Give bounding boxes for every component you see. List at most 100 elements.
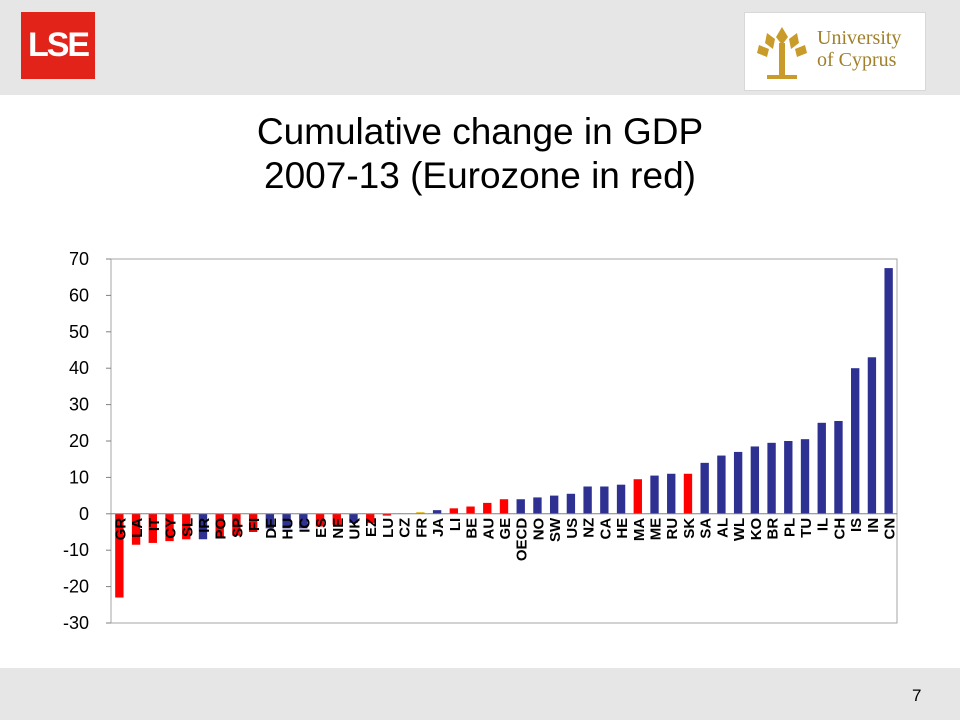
x-tick-label: CZ	[397, 518, 414, 538]
x-tick-label: IN	[865, 518, 882, 533]
slide-title: Cumulative change in GDP 2007-13 (Eurozo…	[0, 110, 960, 198]
bar-oecd	[516, 499, 525, 514]
x-tick-label: BE	[464, 518, 481, 539]
bar-it	[148, 513, 157, 543]
y-tick-label: 30	[69, 395, 89, 415]
bar-be	[466, 506, 475, 514]
bar-gr	[115, 513, 124, 598]
bar-fi	[248, 513, 258, 532]
bar-me	[650, 475, 659, 514]
bar-cy	[165, 513, 174, 542]
x-tick-label: FR	[413, 518, 430, 538]
x-tick-label: TU	[798, 518, 815, 538]
x-tick-label: LU	[380, 518, 397, 538]
y-tick-label: 10	[69, 467, 89, 487]
x-tick-label: NE	[330, 518, 347, 539]
bar-nz	[583, 486, 592, 514]
x-tick-label: CY	[163, 518, 180, 539]
x-tick-label: SL	[179, 518, 196, 537]
y-tick-label: 0	[79, 504, 89, 524]
x-tick-label: UK	[346, 518, 363, 540]
x-tick-label: AL	[714, 518, 731, 538]
x-tick-label: LA	[129, 518, 146, 538]
university-of-cyprus-logo: University of Cyprus	[744, 12, 926, 91]
page-number: 7	[912, 686, 922, 705]
ucy-logo-line2: of Cyprus	[817, 49, 897, 71]
x-tick-label: ME	[648, 518, 665, 541]
bar-au	[483, 502, 492, 514]
bar-ja	[432, 510, 442, 514]
bar-ic	[299, 513, 308, 529]
bar-sp	[232, 513, 241, 536]
bar-ge	[499, 499, 509, 514]
bar-is	[851, 368, 860, 514]
x-tick-label: NZ	[581, 518, 598, 538]
bar-ru	[667, 473, 676, 514]
cyprus-tree-icon	[757, 27, 807, 79]
x-tick-label: NO	[530, 517, 547, 540]
bar-al	[717, 455, 726, 514]
x-tick-label: LI	[447, 518, 464, 531]
x-tick-label: GR	[112, 518, 129, 541]
x-tick-label: SP	[229, 518, 246, 538]
y-tick-label: -10	[63, 540, 89, 560]
bar-hu	[282, 513, 291, 529]
x-tick-label: SK	[681, 518, 698, 539]
x-tick-label: JA	[430, 518, 447, 537]
x-tick-label: CN	[882, 518, 899, 540]
x-tick-label: ES	[313, 518, 330, 538]
x-tick-label: DE	[263, 518, 280, 539]
bar-ca	[600, 486, 609, 514]
x-tick-label: IL	[815, 518, 832, 531]
bar-es	[315, 513, 325, 527]
x-tick-label: BR	[765, 518, 782, 540]
bar-uk	[349, 513, 358, 523]
bar-ch	[834, 420, 843, 514]
bar-he	[616, 484, 626, 514]
bar-de	[265, 513, 275, 529]
x-tick-label: SA	[698, 518, 715, 539]
bar-tu	[800, 439, 810, 514]
y-tick-label: 20	[69, 431, 89, 451]
x-tick-label: RU	[664, 518, 681, 540]
x-tick-label: PL	[781, 518, 798, 537]
x-tick-label: GE	[497, 518, 514, 540]
bar-br	[767, 442, 776, 514]
bar-li	[449, 508, 459, 514]
lse-logo: LSE	[21, 12, 95, 79]
bar-ez	[366, 513, 375, 523]
x-tick-label: IS	[848, 518, 865, 532]
bar-sa	[700, 462, 709, 514]
bar-ne	[332, 513, 341, 525]
y-tick-label: -20	[63, 577, 89, 597]
x-tick-label: CA	[597, 518, 614, 540]
bar-lu	[382, 513, 392, 516]
bar-il	[817, 422, 826, 514]
x-tick-label: SW	[547, 517, 564, 542]
bar-ir	[198, 513, 208, 540]
bar-fr	[416, 511, 425, 514]
ucy-logo-text: University of Cyprus	[817, 27, 901, 71]
y-tick-label: 50	[69, 322, 89, 342]
x-tick-label: MA	[631, 518, 648, 541]
bar-wl	[733, 451, 743, 514]
bar-sl	[182, 513, 191, 540]
ucy-logo-line1: University	[817, 27, 902, 49]
x-tick-label: WL	[731, 518, 748, 541]
x-tick-label: CH	[831, 518, 848, 540]
x-tick-label: IT	[146, 518, 163, 531]
bar-cn	[884, 268, 893, 514]
slide-title-line1: Cumulative change in GDP	[256, 111, 704, 152]
x-tick-label: HU	[280, 518, 297, 540]
x-tick-label: US	[564, 518, 581, 539]
bar-po	[215, 513, 224, 538]
x-tick-label: PO	[213, 517, 230, 539]
y-tick-label: 70	[69, 249, 89, 269]
y-tick-label: 40	[69, 358, 89, 378]
bar-in	[867, 357, 877, 514]
bar-no	[533, 497, 542, 514]
y-tick-label: 60	[69, 285, 89, 305]
bar-sw	[549, 495, 559, 514]
bar-pl	[784, 441, 793, 514]
